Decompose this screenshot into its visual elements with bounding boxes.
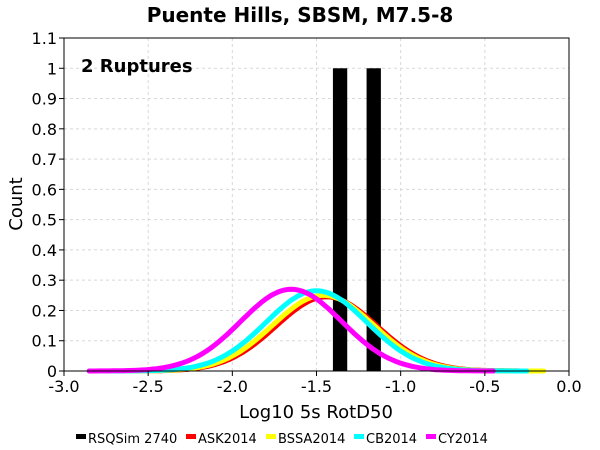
y-axis-label: Count — [6, 177, 27, 230]
legend-swatch — [76, 434, 86, 439]
histogram-bar — [366, 68, 381, 371]
legend: RSQSim 2740 ASK2014 BSSA2014 CB2014 CY2014 — [76, 432, 488, 447]
legend-label: BSSA2014 — [278, 432, 345, 447]
series-line-cy2014 — [86, 286, 496, 374]
legend-swatch — [266, 434, 276, 439]
x-axis-label: Log10 5s RotD50 — [239, 402, 393, 423]
x-tick-label: -1.5 — [301, 377, 332, 396]
x-tick-label: -3.0 — [48, 377, 79, 396]
legend-swatch — [186, 434, 196, 439]
y-tick-label: 0.6 — [32, 180, 57, 199]
x-tick-label: 0.0 — [556, 377, 581, 396]
y-tick-label: 1.1 — [32, 29, 57, 48]
y-tick-label: 0.3 — [32, 271, 57, 290]
legend-label: CB2014 — [366, 432, 417, 447]
legend-swatch — [354, 434, 364, 439]
y-tick-label: 0.9 — [32, 90, 57, 109]
ruptures-annotation: 2 Ruptures — [81, 56, 193, 77]
y-tick-label: 0 — [47, 362, 57, 381]
legend-label: CY2014 — [438, 432, 488, 447]
x-tick-label: -1.0 — [385, 377, 416, 396]
y-tick-label: 0.1 — [32, 332, 57, 351]
y-tick-label: 0.2 — [32, 301, 57, 320]
curves — [86, 286, 547, 374]
legend-label: RSQSim 2740 — [88, 432, 177, 447]
legend-swatch — [426, 434, 436, 439]
x-tick-label: -2.0 — [217, 377, 248, 396]
y-ticks: 0 0.1 0.2 0.3 0.4 0.5 0.6 0.7 0.8 0.9 1 1.1 — [32, 29, 64, 381]
x-tick-label: -0.5 — [469, 377, 500, 396]
y-tick-label: 1 — [47, 59, 57, 78]
chart-title: Puente Hills, SBSM, M7.5-8 — [147, 3, 454, 27]
legend-label: ASK2014 — [198, 432, 257, 447]
x-tick-label: -2.5 — [133, 377, 164, 396]
y-tick-label: 0.4 — [32, 241, 57, 260]
grid — [63, 37, 570, 372]
y-tick-label: 0.8 — [32, 120, 57, 139]
x-ticks: -3.0 -2.5 -2.0 -1.5 -1.0 -0.5 0.0 — [48, 371, 582, 396]
y-tick-label: 0.7 — [32, 150, 57, 169]
y-tick-label: 0.5 — [32, 211, 57, 230]
